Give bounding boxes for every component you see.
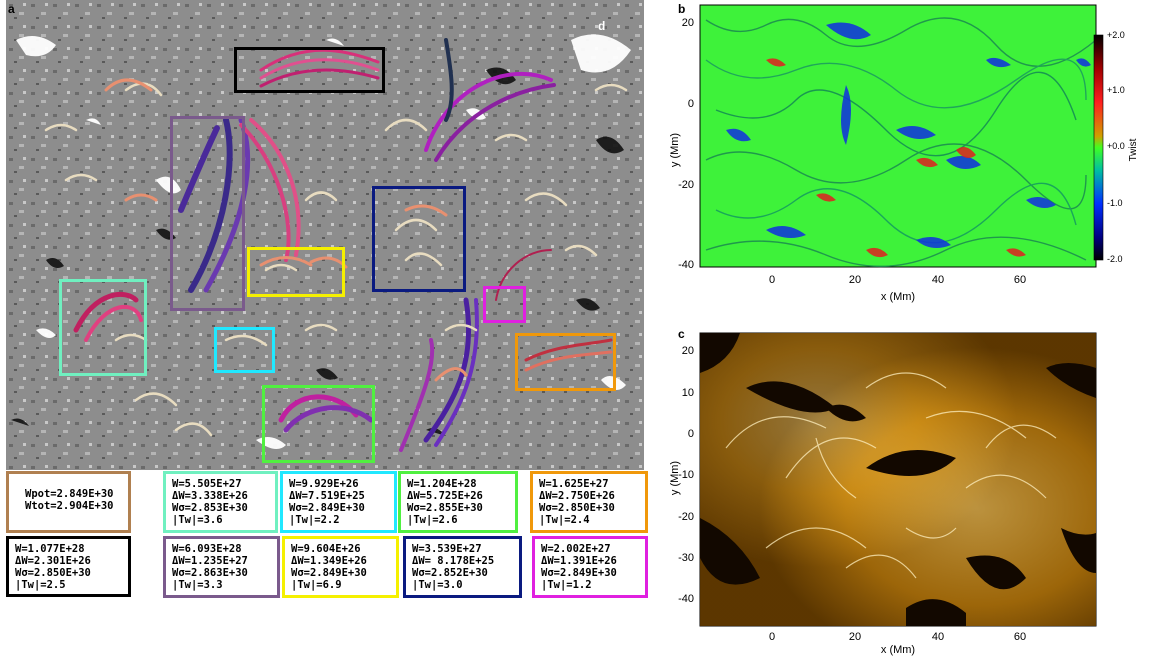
twist-colorbar-label: Twist <box>1128 138 1136 161</box>
twist-map-plot: 20 0 -20 -40 0 20 40 60 x (Mm) y (Mm) +2… <box>669 4 1136 303</box>
svg-text:0: 0 <box>769 631 775 643</box>
highlight-box-magenta <box>483 286 526 323</box>
svg-text:-2.0: -2.0 <box>1107 254 1123 264</box>
svg-text:20: 20 <box>682 345 694 357</box>
panel-label-a: a <box>8 2 15 16</box>
info-box-black: W=1.077E+28 ΔW=2.301E+26 Wσ=2.850E+30 |T… <box>6 536 131 597</box>
svg-text:0: 0 <box>688 98 694 110</box>
svg-text:-40: -40 <box>678 593 694 605</box>
twist-map-xticks: 0 20 40 60 <box>769 274 1026 286</box>
svg-text:0: 0 <box>769 274 775 286</box>
emission-map-ylabel: y (Mm) <box>669 461 681 495</box>
twist-colorbar <box>1093 34 1104 261</box>
info-box-cyan: W=9.929E+26 ΔW=7.519E+25 Wσ=2.849E+30 |T… <box>280 471 397 533</box>
svg-text:-40: -40 <box>678 259 694 271</box>
field-line-render <box>6 0 644 470</box>
twist-map-xlabel: x (Mm) <box>881 291 915 303</box>
info-box-yellow: W=9.604E+26 ΔW=1.349E+26 Wσ=2.849E+30 |T… <box>282 536 399 598</box>
highlight-box-green <box>262 385 375 463</box>
highlight-box-yellow <box>247 247 345 297</box>
svg-text:+2.0: +2.0 <box>1107 30 1125 40</box>
panel-label-d: d <box>598 19 606 33</box>
svg-text:0: 0 <box>688 428 694 440</box>
svg-text:20: 20 <box>682 17 694 29</box>
magnetogram-panel <box>6 0 644 470</box>
emission-map-xticks: 0 20 40 60 <box>769 631 1026 643</box>
info-box-brown: Wpot=2.849E+30 Wtot=2.904E+30 <box>6 471 131 533</box>
svg-text:-30: -30 <box>678 552 694 564</box>
highlight-box-purple <box>170 116 245 311</box>
svg-text:40: 40 <box>932 274 944 286</box>
highlight-box-black <box>234 47 385 93</box>
panel-label-c: c <box>678 327 685 341</box>
svg-text:-20: -20 <box>678 179 694 191</box>
highlight-box-cyan <box>214 327 275 373</box>
emission-map-yticks: 20 10 0 -10 -20 -30 -40 <box>678 345 694 605</box>
info-box-purple: W=6.093E+28 ΔW=1.235E+27 Wσ=2.863E+30 |T… <box>163 536 280 598</box>
svg-text:60: 60 <box>1014 274 1026 286</box>
svg-text:40: 40 <box>932 631 944 643</box>
highlight-box-teal <box>59 279 147 376</box>
info-box-navy: W=3.539E+27 ΔW= 8.178E+25 Wσ=2.852E+30 |… <box>403 536 522 598</box>
svg-text:+0.0: +0.0 <box>1107 141 1125 151</box>
highlight-box-navy <box>372 186 466 292</box>
info-box-green: W=1.204E+28 ΔW=5.725E+26 Wσ=2.855E+30 |T… <box>398 471 518 533</box>
twist-map-yticks: 20 0 -20 -40 <box>678 17 694 271</box>
info-box-magenta: W=2.002E+27 ΔW=1.391E+26 Wσ=2.849E+30 |T… <box>532 536 648 598</box>
info-box-orange: W=1.625E+27 ΔW=2.750E+26 Wσ=2.850E+30 |T… <box>530 471 648 533</box>
twist-map-ylabel: y (Mm) <box>669 133 681 167</box>
info-box-teal: W=5.505E+27 ΔW=3.338E+26 Wσ=2.853E+30 |T… <box>163 471 278 533</box>
svg-text:+1.0: +1.0 <box>1107 85 1125 95</box>
emission-map-xlabel: x (Mm) <box>881 644 915 656</box>
svg-text:60: 60 <box>1014 631 1026 643</box>
svg-text:-1.0: -1.0 <box>1107 198 1123 208</box>
svg-text:10: 10 <box>682 387 694 399</box>
svg-text:20: 20 <box>849 631 861 643</box>
svg-text:20: 20 <box>849 274 861 286</box>
svg-text:-10: -10 <box>678 469 694 481</box>
highlight-box-orange <box>515 333 616 391</box>
emission-map-plot: 20 10 0 -10 -20 -30 -40 0 20 40 60 x (Mm… <box>669 332 1097 656</box>
twist-colorbar-ticks: +2.0 +1.0 +0.0 -1.0 -2.0 <box>1107 30 1125 264</box>
svg-text:-20: -20 <box>678 511 694 523</box>
panel-label-b: b <box>678 2 686 16</box>
